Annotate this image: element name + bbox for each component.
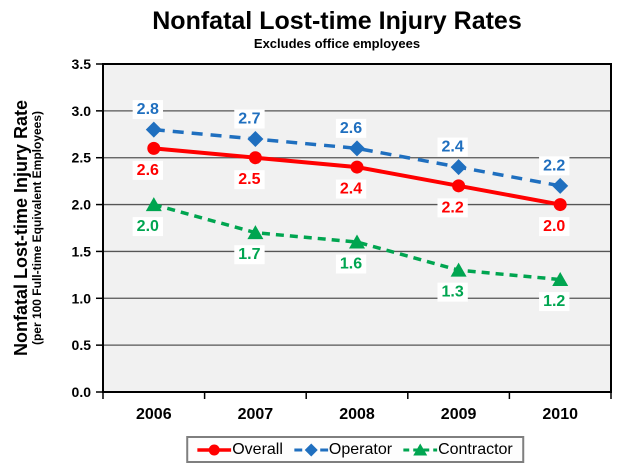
data-label-contractor-2007: 1.7: [238, 246, 260, 263]
legend-label: Contractor: [438, 440, 513, 458]
legend-marker-shape: [413, 443, 428, 455]
data-label-overall-2008: 2.4: [340, 181, 362, 198]
data-label-operator-2010: 2.2: [543, 157, 565, 174]
data-label-overall-2010: 2.0: [543, 218, 565, 235]
marker-operator-2008: [349, 140, 365, 157]
data-label-bg: [335, 254, 367, 274]
y-tick-label: 2.0: [72, 197, 92, 213]
marker-overall-2007: [248, 151, 262, 165]
legend-item-contractor: Contractor: [403, 441, 513, 459]
marker-contractor-2008: [349, 234, 365, 249]
chart-subtitle: Excludes office employees: [253, 36, 421, 51]
data-label-bg: [437, 137, 468, 157]
series-line-contractor: [153, 202, 561, 282]
data-label-bg: [132, 100, 164, 120]
data-label-bg: [335, 118, 367, 138]
legend-marker-triangle-icon: [403, 443, 438, 455]
data-label-overall-2006: 2.6: [137, 162, 159, 179]
legend-label: Operator: [328, 440, 393, 458]
data-label-bg: [234, 245, 265, 265]
data-label-bg: [539, 217, 570, 237]
marker-overall-2006: [147, 141, 161, 155]
plot-border: [102, 63, 612, 393]
data-label-bg: [539, 292, 570, 312]
legend-label: Overall: [232, 440, 283, 458]
x-tick-label: 2006: [136, 406, 172, 423]
marker-overall-2008: [350, 160, 364, 174]
data-label-bg: [437, 198, 468, 218]
data-label-bg: [234, 109, 265, 129]
data-label-contractor-2006: 2.0: [137, 218, 159, 235]
legend-marker-diamond-icon: [293, 443, 328, 456]
marker-contractor-2010: [552, 272, 569, 287]
data-label-bg: [234, 170, 265, 190]
data-label-operator-2008: 2.6: [340, 120, 362, 137]
data-label-overall-2007: 2.5: [238, 171, 260, 188]
legend-marker-circle-icon: [197, 444, 232, 455]
marker-contractor-2009: [450, 262, 467, 277]
marker-operator-2006: [145, 121, 162, 138]
x-tick-label: 2007: [238, 406, 274, 423]
plot-background: [103, 64, 611, 392]
data-label-operator-2006: 2.8: [137, 101, 159, 118]
marker-operator-2007: [247, 130, 264, 147]
y-tick-label: 3.5: [72, 56, 92, 72]
legend-item-operator: Operator: [293, 440, 393, 459]
data-label-operator-2009: 2.4: [441, 139, 463, 156]
marker-operator-2010: [552, 177, 569, 194]
data-label-bg: [335, 179, 367, 199]
marker-contractor-2007: [247, 225, 264, 240]
data-label-bg: [132, 217, 164, 237]
data-label-contractor-2010: 1.2: [543, 293, 565, 310]
marker-overall-2009: [452, 179, 466, 193]
data-label-bg: [437, 282, 468, 302]
marker-contractor-2006: [145, 197, 162, 212]
chart-title: Nonfatal Lost-time Injury Rates: [152, 7, 522, 35]
x-tick-label: 2008: [339, 406, 375, 423]
y-tick-label: 2.5: [72, 150, 92, 166]
data-label-overall-2009: 2.2: [441, 199, 463, 216]
legend-item-overall: Overall: [197, 441, 283, 459]
data-label-contractor-2009: 1.3: [441, 284, 463, 301]
y-tick-label: 0.5: [72, 337, 92, 353]
data-label-contractor-2008: 1.6: [340, 256, 362, 273]
marker-operator-2009: [450, 159, 467, 176]
y-tick-label: 0.0: [72, 384, 92, 400]
marker-overall-2010: [553, 198, 567, 212]
y-tick-label: 3.0: [72, 103, 92, 119]
x-tick-label: 2010: [542, 406, 578, 423]
y-tick-label: 1.5: [72, 243, 92, 259]
x-tick-label: 2009: [441, 406, 477, 423]
data-label-bg: [132, 160, 164, 180]
y-tick-label: 1.0: [72, 290, 92, 306]
legend-marker-shape: [304, 443, 318, 456]
data-label-operator-2007: 2.7: [238, 110, 260, 127]
legend-marker-shape: [208, 444, 220, 455]
data-label-bg: [539, 156, 570, 176]
legend: Overall Operator Contractor: [186, 436, 524, 463]
